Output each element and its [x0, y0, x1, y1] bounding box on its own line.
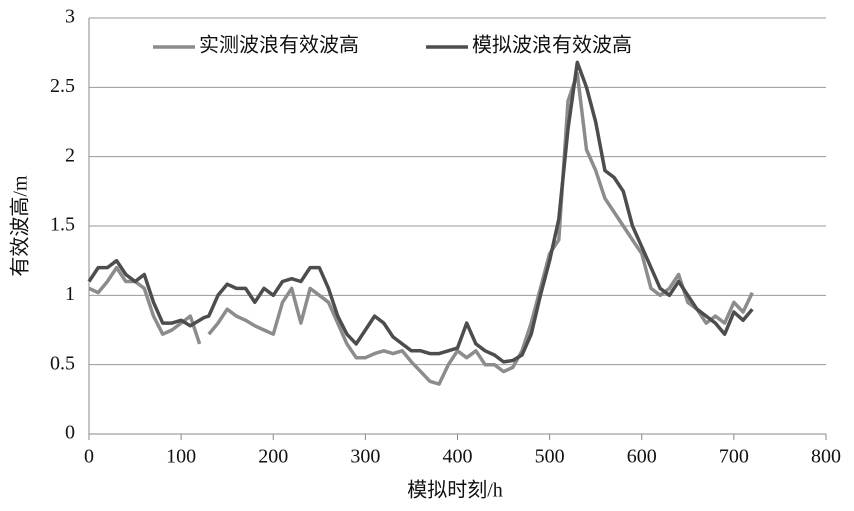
series-line	[88, 71, 754, 386]
y-tick-label: 1	[65, 283, 75, 305]
series-line	[87, 60, 754, 364]
x-tick-label: 100	[166, 446, 196, 468]
y-tick-label: 0.5	[50, 352, 75, 374]
y-tick-label: 2.5	[50, 75, 75, 97]
x-tick-label: 400	[443, 446, 473, 468]
x-tick-label: 0	[84, 446, 94, 468]
y-tick-label: 0	[65, 422, 75, 444]
legend-label: 模拟波浪有效波高	[472, 34, 632, 57]
x-tick-label: 500	[535, 446, 565, 468]
x-tick-label: 200	[258, 446, 288, 468]
x-tick-label: 800	[811, 446, 841, 468]
x-axis-label: 模拟时刻/h	[407, 479, 503, 502]
y-axis-label: 有效波高/m	[9, 175, 32, 277]
y-tick-label: 3	[65, 6, 75, 28]
x-tick-label: 600	[627, 446, 657, 468]
x-tick-label: 700	[719, 446, 749, 468]
y-tick-label: 1.5	[50, 214, 75, 236]
legend-label: 实测波浪有效波高	[199, 34, 359, 57]
x-tick-label: 300	[350, 446, 380, 468]
y-tick-label: 2	[65, 144, 75, 166]
